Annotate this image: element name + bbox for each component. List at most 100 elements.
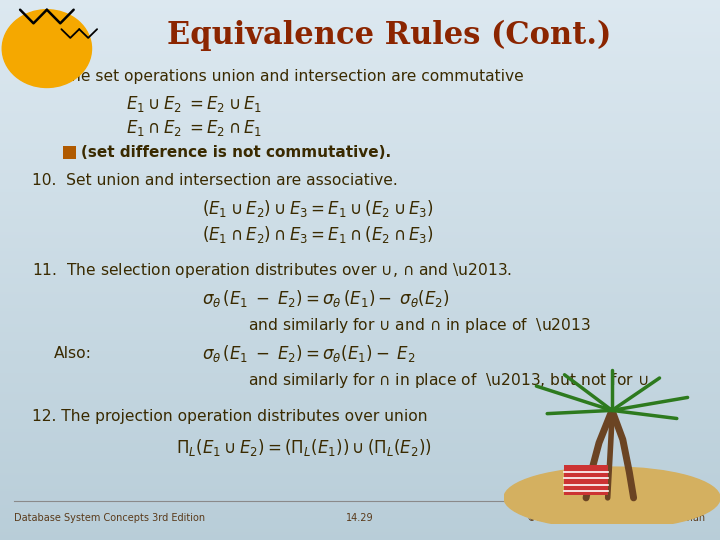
Bar [0,416,720,418]
Bar [0,68,720,70]
Bar [0,51,720,54]
Bar [0,378,720,381]
Bar [0,254,720,256]
Bar [0,392,720,394]
Bar [0,383,720,386]
Bar [0,165,720,167]
Ellipse shape [504,467,720,529]
Bar [0,176,720,178]
Text: 9.   The set operations union and intersection are commutative: 9. The set operations union and intersec… [32,69,524,84]
Text: $\Pi_L(E_1 \cup E_2) = (\Pi_L(E_1)) \cup (\Pi_L(E_2))$: $\Pi_L(E_1 \cup E_2) = (\Pi_L(E_1)) \cup… [176,437,432,457]
Bar [0,73,720,76]
Bar [0,30,720,32]
Bar [0,24,720,27]
Bar [0,502,720,505]
Bar [0,443,720,445]
Text: $(E_1 \cup E_2) \cup E_3 = E_1 \cup (E_2 \cup E_3)$: $(E_1 \cup E_2) \cup E_3 = E_1 \cup (E_2… [202,199,433,219]
Bar [0,8,720,11]
Bar [0,0,720,3]
Bar [0,273,720,275]
Bar [0,181,720,184]
Bar [0,278,720,281]
Bar [0,483,720,486]
Bar [0,256,720,259]
Bar [0,119,720,122]
Bar [0,470,720,472]
Bar [0,489,720,491]
Bar [0,22,720,24]
Bar [0,135,720,138]
Bar [0,356,720,359]
Bar [0,381,720,383]
Bar [0,535,720,537]
Bar [0,400,720,402]
Bar [0,529,720,532]
Bar [0,92,720,94]
Bar [0,248,720,251]
Bar [0,462,720,464]
Bar [0,329,720,332]
Bar [0,230,720,232]
Bar [0,497,720,500]
Bar [0,143,720,146]
Bar [0,510,720,513]
Bar [0,305,720,308]
Bar [0,300,720,302]
Bar [0,157,720,159]
Bar [0,81,720,84]
Bar [0,394,720,397]
Bar [0,227,720,229]
Bar [0,216,720,219]
Bar [0,259,720,262]
Bar [0,524,720,526]
Bar [0,486,720,489]
Bar [0,76,720,78]
Text: Database System Concepts 3rd Edition: Database System Concepts 3rd Edition [14,514,205,523]
Bar [0,262,720,265]
Bar [0,410,720,413]
Bar [0,402,720,405]
Bar [0,65,720,68]
Bar [0,127,720,130]
Bar [0,370,720,373]
Bar [0,86,720,89]
Bar [0,446,720,448]
Bar [0,454,720,456]
Bar [0,354,720,356]
Bar [0,508,720,510]
Bar [0,472,720,475]
Text: 12. The projection operation distributes over union: 12. The projection operation distributes… [32,409,428,424]
Bar [0,343,720,346]
Text: $\sigma_{\theta}\, (E_1\;  -\;  E_2) = \sigma_{\theta}(E_1) -\;  E_2$: $\sigma_{\theta}\, (E_1\; -\; E_2) = \si… [202,343,415,364]
Bar [0,132,720,135]
Bar [0,138,720,140]
Bar [0,267,720,270]
Bar [0,448,720,451]
Bar [0,173,720,176]
Bar [0,122,720,124]
Bar [0,286,720,289]
Bar [0,84,720,86]
Bar [0,421,720,424]
Bar [0,100,720,103]
Bar [0,202,720,205]
Bar [0,364,720,367]
Text: (set difference is not commutative).: (set difference is not commutative). [81,145,391,160]
Bar [0,162,720,165]
Bar [0,194,720,197]
Bar [0,308,720,310]
Bar [0,289,720,292]
Bar [0,340,720,343]
Text: 11.  The selection operation distributes over $\cup$, $\cap$ and \u2013.: 11. The selection operation distributes … [32,260,513,280]
Bar [0,464,720,467]
Bar [0,359,720,362]
Bar [0,367,720,370]
Bar [0,265,720,267]
Text: $\sigma_{\theta}\, (E_1\;  -\;  E_2) = \sigma_{\theta}\,(E_1) -\;  \sigma_{\thet: $\sigma_{\theta}\, (E_1\; -\; E_2) = \si… [202,288,449,309]
Bar [0,16,720,19]
Text: ©Silberschatz, Korth and Sudarshan: ©Silberschatz, Korth and Sudarshan [528,514,706,523]
Bar [0,130,720,132]
Bar [0,97,720,100]
Bar [0,213,720,216]
Bar [0,186,720,189]
